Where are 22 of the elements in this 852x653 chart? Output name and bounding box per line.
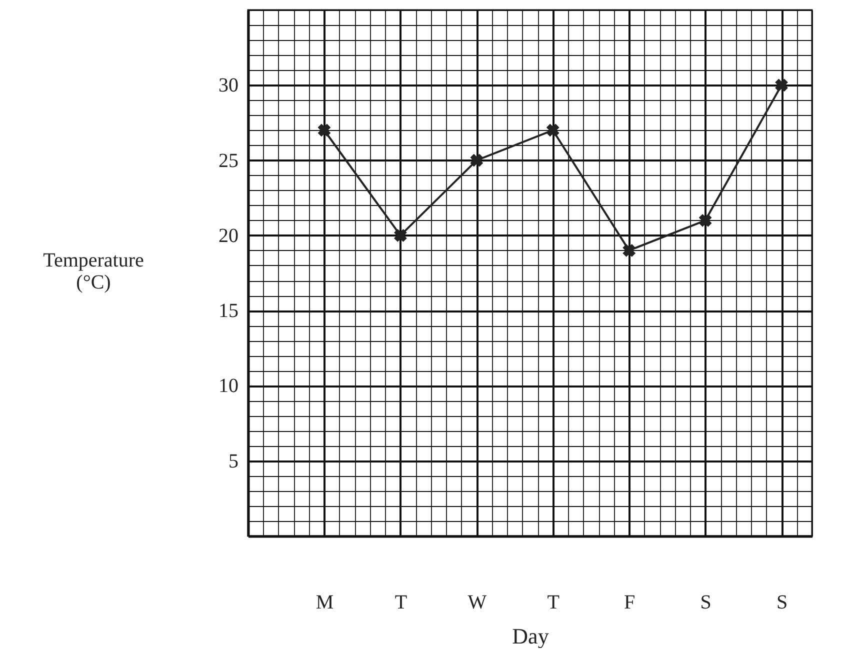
- point: [470, 154, 484, 167]
- y-tick-label: 25: [218, 150, 238, 172]
- x-axis-title: Day: [512, 624, 549, 648]
- point: [394, 228, 407, 242]
- x-tick-label: M: [316, 592, 334, 614]
- y-tick-label: 10: [218, 375, 238, 398]
- x-tick-label: S: [776, 592, 788, 614]
- point: [622, 244, 636, 257]
- x-tick-label: T: [394, 592, 408, 614]
- x-tick-label: T: [547, 592, 560, 614]
- y-tick-label: 15: [218, 300, 238, 322]
- y-tick-label: 30: [218, 74, 238, 97]
- y-axis-title: Temperature (°C): [43, 250, 144, 294]
- x-tick-label: F: [624, 592, 636, 614]
- y-tick-label: 20: [218, 224, 238, 247]
- point: [775, 78, 788, 92]
- point: [546, 124, 560, 137]
- x-tick-label: S: [700, 592, 712, 614]
- point: [318, 124, 331, 137]
- x-tick-label: W: [468, 592, 487, 614]
- y-tick-label: 5: [228, 450, 238, 472]
- point: [698, 214, 712, 227]
